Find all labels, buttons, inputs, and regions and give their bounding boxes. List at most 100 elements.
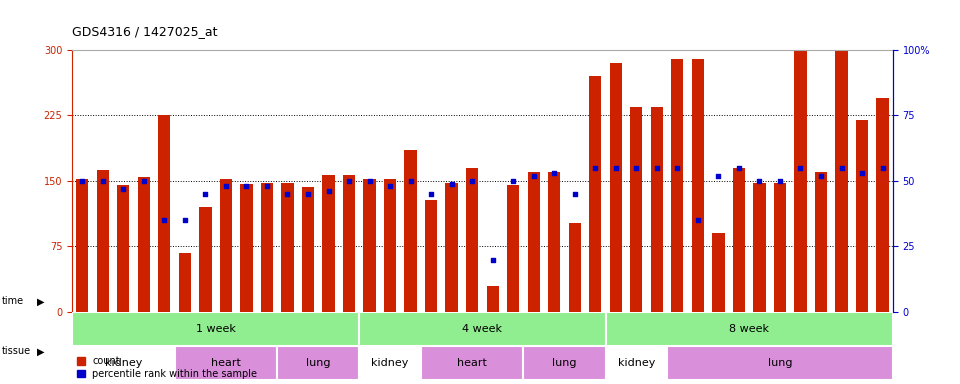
Point [813, 173, 828, 179]
Bar [528, 172, 540, 312]
Bar [815, 172, 828, 312]
Text: heart: heart [211, 358, 241, 368]
Text: 4 week: 4 week [463, 324, 502, 334]
Text: 1 week: 1 week [196, 324, 235, 334]
Bar [651, 107, 663, 312]
Bar [445, 183, 458, 312]
Point [793, 165, 808, 171]
Point [854, 170, 870, 176]
Bar [364, 179, 375, 312]
Bar [158, 116, 171, 312]
Text: kidney: kidney [372, 358, 409, 368]
Bar [794, 50, 806, 312]
Text: kidney: kidney [105, 358, 142, 368]
Text: heart: heart [457, 358, 487, 368]
Point [834, 165, 850, 171]
Point [608, 165, 623, 171]
Bar [523, 346, 606, 380]
Text: ▶: ▶ [36, 296, 44, 306]
Bar [301, 187, 314, 312]
Point [732, 165, 747, 171]
Point [115, 186, 131, 192]
Bar [667, 346, 893, 380]
Point [342, 178, 357, 184]
Bar [72, 346, 175, 380]
Text: tissue: tissue [2, 346, 31, 356]
Point [259, 183, 275, 189]
Point [75, 178, 90, 184]
Bar [72, 312, 359, 346]
Point [546, 170, 562, 176]
Legend: count, percentile rank within the sample: count, percentile rank within the sample [77, 356, 257, 379]
Bar [117, 185, 130, 312]
Bar [774, 183, 786, 312]
Bar [712, 233, 725, 312]
Bar [856, 120, 868, 312]
Point [178, 217, 193, 223]
Bar [835, 0, 848, 312]
Point [710, 173, 726, 179]
Point [772, 178, 787, 184]
Point [300, 191, 316, 197]
Bar [343, 175, 355, 312]
Text: 8 week: 8 week [730, 324, 769, 334]
Point [588, 165, 603, 171]
Bar [610, 63, 622, 312]
Bar [97, 170, 108, 312]
Bar [420, 346, 523, 380]
Point [279, 191, 295, 197]
Text: GDS4316 / 1427025_at: GDS4316 / 1427025_at [72, 25, 218, 38]
Bar [220, 179, 232, 312]
Point [465, 178, 480, 184]
Bar [732, 168, 745, 312]
Bar [404, 151, 417, 312]
Point [752, 178, 767, 184]
Text: lung: lung [552, 358, 577, 368]
Point [382, 183, 397, 189]
Point [136, 178, 152, 184]
Bar [200, 207, 211, 312]
Bar [606, 312, 893, 346]
Bar [568, 223, 581, 312]
Point [690, 217, 706, 223]
Bar [876, 98, 889, 312]
Point [218, 183, 233, 189]
Bar [548, 172, 561, 312]
Bar [261, 183, 273, 312]
Bar [754, 183, 765, 312]
Bar [359, 312, 606, 346]
Bar [175, 346, 277, 380]
Bar [487, 286, 499, 312]
Bar [466, 168, 478, 312]
Bar [179, 253, 191, 312]
Point [567, 191, 583, 197]
Bar [507, 185, 519, 312]
Bar [589, 76, 601, 312]
Point [485, 257, 500, 263]
Point [198, 191, 213, 197]
Point [506, 178, 521, 184]
Text: lung: lung [306, 358, 330, 368]
Bar [630, 107, 642, 312]
Point [321, 189, 336, 195]
Bar [384, 179, 396, 312]
Point [362, 178, 377, 184]
Bar [240, 184, 252, 312]
Bar [281, 183, 294, 312]
Bar [76, 179, 88, 312]
Point [239, 183, 254, 189]
Text: ▶: ▶ [36, 346, 44, 356]
Bar [323, 175, 335, 312]
Point [95, 178, 110, 184]
Point [649, 165, 664, 171]
Bar [671, 59, 684, 312]
Bar [359, 346, 420, 380]
Bar [606, 346, 667, 380]
Bar [277, 346, 359, 380]
Point [629, 165, 644, 171]
Point [156, 217, 172, 223]
Text: time: time [2, 296, 24, 306]
Bar [137, 177, 150, 312]
Bar [692, 59, 704, 312]
Point [403, 178, 419, 184]
